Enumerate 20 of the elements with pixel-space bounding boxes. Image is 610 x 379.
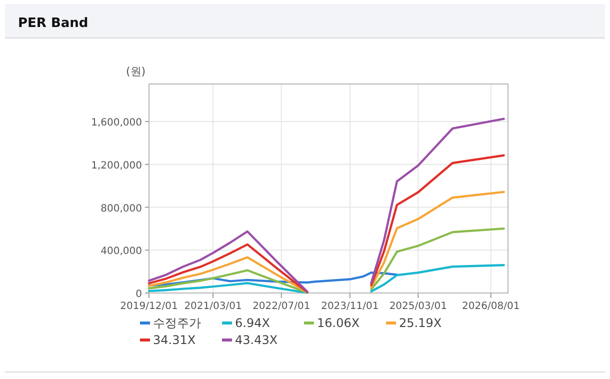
legend-label: 34.31X xyxy=(153,333,196,347)
y-tick-label: 800,000 xyxy=(100,203,142,214)
legend-label: 25.19X xyxy=(399,316,442,330)
x-tick-label: 2022/07/01 xyxy=(252,301,310,312)
y-tick-label: 0 xyxy=(136,289,142,300)
legend-label: 6.94X xyxy=(235,316,270,330)
legend-label: 수정주가 xyxy=(153,316,201,330)
y-axis-title: (원) xyxy=(126,65,146,78)
y-tick-label: 1,600,000 xyxy=(91,118,142,129)
line-series xyxy=(148,272,398,287)
x-tick-label: 2021/03/01 xyxy=(184,301,242,312)
chart-title: PER Band xyxy=(18,16,88,31)
x-tick-label: 2025/03/01 xyxy=(389,301,447,312)
y-tick-label: 400,000 xyxy=(100,246,142,258)
legend-label: 16.06X xyxy=(317,316,360,330)
x-tick-label: 2026/08/01 xyxy=(462,301,520,312)
legend-label: 43.43X xyxy=(235,333,278,347)
x-tick-label: 2019/12/01 xyxy=(120,301,178,312)
x-tick-label: 2023/11/01 xyxy=(321,301,379,312)
y-tick-label: 1,200,000 xyxy=(91,160,142,172)
